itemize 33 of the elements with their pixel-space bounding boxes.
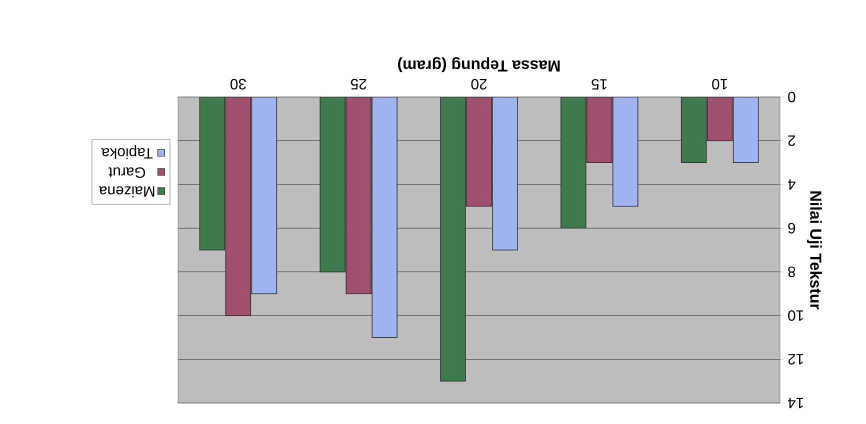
x-tick-label: 20	[471, 78, 487, 90]
bar	[732, 97, 759, 163]
bar	[346, 97, 372, 294]
y-axis-title: Nilai Uji Tekstur	[806, 191, 822, 310]
bar	[680, 97, 707, 163]
legend-label: Garut	[108, 167, 146, 178]
y-tick-label: 0	[788, 92, 796, 102]
bar	[372, 97, 398, 338]
y-tick-label: 14	[788, 398, 803, 408]
bar	[492, 97, 518, 250]
x-tick-label: 15	[592, 79, 607, 90]
bar	[706, 97, 733, 142]
bar	[225, 97, 252, 316]
legend-label: Tapioka	[101, 145, 153, 160]
bar	[320, 97, 346, 272]
bar	[586, 97, 612, 163]
y-tick-label: 10	[788, 310, 803, 321]
bar	[612, 97, 638, 207]
bar	[440, 97, 466, 382]
bar	[466, 97, 492, 207]
y-tick-label: 6	[788, 222, 796, 234]
y-tick-label: 8	[788, 266, 796, 278]
x-tick-label: 10	[712, 78, 727, 90]
bar	[199, 97, 226, 250]
y-tick-label: 12	[788, 354, 803, 365]
bar	[560, 97, 586, 229]
x-tick-label: 30	[230, 78, 246, 90]
bar	[251, 97, 278, 294]
y-tick-label: 4	[788, 179, 796, 190]
legend-label: Maizena	[98, 186, 154, 198]
x-axis-title: Massa Tepung (gram)	[398, 57, 560, 72]
y-tick-label: 2	[788, 135, 796, 146]
x-tick-label: 25	[350, 78, 366, 90]
